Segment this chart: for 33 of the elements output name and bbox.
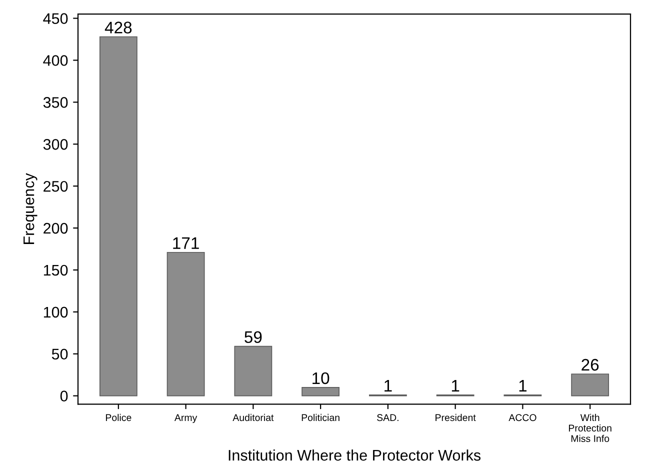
x-tick-label: Army — [174, 414, 198, 423]
x-tick-label: Auditoriat — [232, 414, 274, 422]
y-tick-label: 150 — [44, 264, 68, 276]
y-tick-label: 50 — [52, 348, 68, 360]
y-tick-label: 400 — [43, 55, 68, 66]
data-label: 1 — [384, 380, 392, 392]
data-label: 59 — [244, 331, 262, 344]
y-axis-title: Frequency — [24, 173, 38, 244]
x-tick-label: Politician — [302, 414, 340, 422]
bar — [99, 36, 138, 396]
data-label: 428 — [104, 22, 132, 34]
data-label: 1 — [452, 380, 460, 392]
x-tick-label: ACCO — [508, 414, 536, 422]
y-tick-label: 350 — [43, 97, 68, 108]
data-label: 1 — [519, 380, 527, 392]
bar — [302, 387, 340, 396]
x-tick-label: President — [436, 414, 476, 422]
y-tick-label: 250 — [44, 180, 68, 192]
data-label: 26 — [582, 358, 599, 371]
x-tick-label: SAD. — [377, 414, 398, 422]
y-tick-label: 100 — [44, 306, 68, 318]
x-axis-title: Institution Where the Protector Works — [228, 449, 481, 461]
x-tick-label: Police — [106, 414, 132, 422]
data-label: 171 — [173, 237, 199, 249]
y-tick-label: 200 — [44, 222, 68, 234]
bar — [571, 374, 610, 396]
bar — [234, 346, 272, 396]
y-tick-label: 450 — [43, 13, 68, 24]
y-tick-label: 0 — [60, 390, 68, 402]
y-tick-label: 300 — [43, 139, 68, 150]
data-label: 10 — [312, 372, 330, 384]
x-tick-label: With Protection Miss Info — [568, 414, 612, 442]
bar — [166, 252, 205, 396]
